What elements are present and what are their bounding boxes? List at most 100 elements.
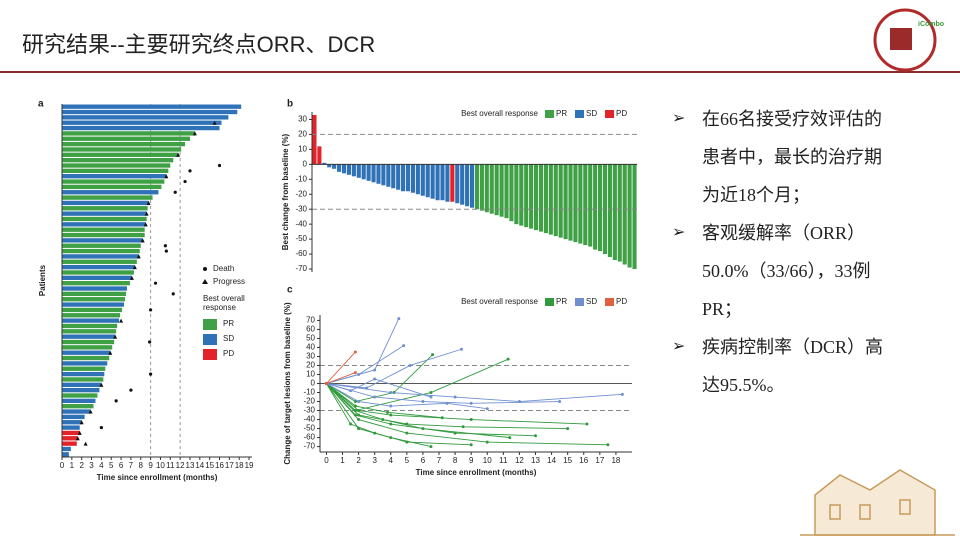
response-point xyxy=(429,395,433,399)
bar xyxy=(62,409,91,414)
response-point xyxy=(429,391,433,395)
bar xyxy=(62,366,106,371)
legend-label: PD xyxy=(616,109,627,118)
death-marker xyxy=(148,340,152,344)
bar xyxy=(445,164,450,202)
bar xyxy=(62,291,126,297)
death-marker xyxy=(99,425,103,430)
bar xyxy=(469,164,475,208)
bar xyxy=(62,115,229,120)
bar xyxy=(553,164,558,237)
bar xyxy=(494,164,499,216)
response-point xyxy=(389,413,393,417)
response-point xyxy=(485,407,489,411)
bar xyxy=(317,146,322,165)
death-marker xyxy=(188,169,192,173)
y-tick-label: 40 xyxy=(306,343,315,352)
bar xyxy=(440,164,445,201)
response-point xyxy=(485,440,489,444)
legend-label: SD xyxy=(586,109,597,118)
legend-title: Best overall response xyxy=(461,297,538,306)
legend-label: PR xyxy=(556,109,567,118)
y-tick-label: 30 xyxy=(306,352,315,361)
response-line xyxy=(326,348,462,389)
response-point xyxy=(373,368,377,372)
x-tick-label: 16 xyxy=(215,461,224,470)
x-tick-label: 18 xyxy=(611,456,620,465)
response-point xyxy=(357,413,361,417)
bar xyxy=(583,164,588,246)
x-tick-label: 15 xyxy=(205,461,214,470)
response-point xyxy=(558,400,562,404)
response-line xyxy=(326,383,608,446)
progress-marker xyxy=(146,200,151,205)
bar xyxy=(346,164,351,175)
death-marker xyxy=(164,249,168,253)
response-point xyxy=(405,440,409,444)
bar xyxy=(62,425,80,430)
bar xyxy=(341,164,347,174)
bar xyxy=(62,109,238,115)
x-tick-label: 1 xyxy=(340,456,345,465)
response-point xyxy=(357,418,361,422)
bar xyxy=(396,164,401,190)
x-axis-title: Time since enrollment (months) xyxy=(416,468,537,477)
x-tick-label: 18 xyxy=(235,461,244,470)
bar xyxy=(332,164,337,169)
bullet: ➢ 在66名接受疗效评估的患者中，最长的治疗期为近18个月； xyxy=(672,100,897,214)
response-point xyxy=(389,422,393,426)
legend-title: Best overall response xyxy=(203,294,245,312)
bar xyxy=(62,141,186,147)
x-tick-label: 0 xyxy=(324,456,329,465)
response-point xyxy=(357,409,361,413)
response-point xyxy=(429,445,433,449)
bar xyxy=(410,164,416,193)
x-tick-label: 11 xyxy=(166,461,175,470)
progress-marker xyxy=(192,131,197,136)
bar xyxy=(337,164,342,172)
bar xyxy=(514,164,519,225)
bar xyxy=(62,436,78,441)
legend-swatch xyxy=(545,110,554,118)
bar xyxy=(62,387,100,393)
bullet-marker: ➢ xyxy=(672,338,686,355)
legend-marker xyxy=(203,267,207,271)
y-tick-label: 60 xyxy=(306,325,315,334)
progress-marker xyxy=(212,120,217,125)
progress-marker xyxy=(75,436,80,441)
x-tick-label: 5 xyxy=(109,461,114,470)
bar xyxy=(62,404,94,409)
bar xyxy=(529,164,534,229)
response-point xyxy=(373,395,377,399)
x-tick-label: 4 xyxy=(389,456,394,465)
response-point xyxy=(421,400,425,404)
legend-label: Death xyxy=(213,264,234,273)
bar xyxy=(62,222,146,227)
bar xyxy=(632,164,637,270)
response-line xyxy=(326,372,356,384)
bar xyxy=(62,446,71,452)
x-tick-label: 14 xyxy=(547,456,556,465)
legend-swatch xyxy=(545,298,554,306)
response-point xyxy=(373,431,377,435)
progress-marker xyxy=(140,238,145,243)
bar xyxy=(62,441,77,446)
bar xyxy=(504,164,509,219)
x-tick-label: 2 xyxy=(79,461,84,470)
bar xyxy=(578,164,583,244)
bar xyxy=(62,157,174,163)
bar xyxy=(376,164,381,184)
bar xyxy=(484,164,489,213)
response-point xyxy=(324,382,328,385)
progress-marker xyxy=(143,222,148,227)
death-marker xyxy=(163,244,167,248)
bar xyxy=(593,164,598,250)
logo-building xyxy=(890,28,912,50)
bar xyxy=(62,361,108,366)
bar xyxy=(62,238,143,243)
bar xyxy=(327,164,332,168)
bar xyxy=(62,147,182,152)
bar xyxy=(62,355,110,361)
progress-marker xyxy=(136,254,141,259)
